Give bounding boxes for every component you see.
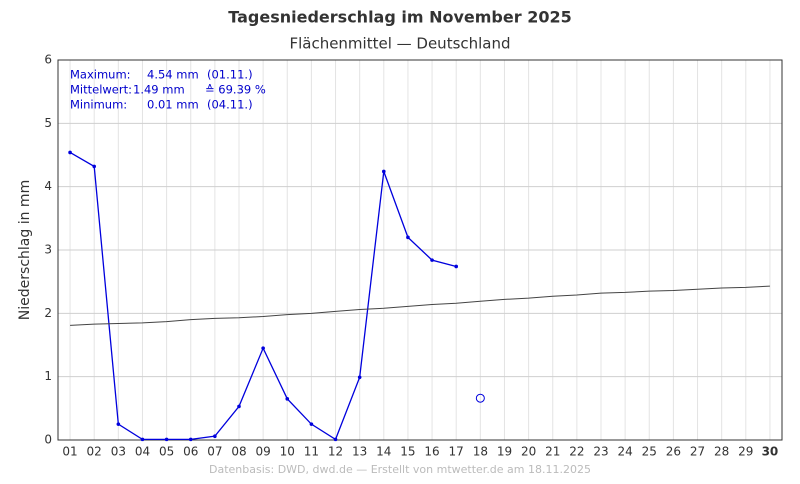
- point: [357, 375, 362, 380]
- point: [116, 422, 121, 426]
- x-tick-label: 21: [545, 445, 560, 459]
- annotation-label: Minimum:: [70, 98, 127, 112]
- point: [454, 264, 459, 269]
- annotation-label: Mittelwert:: [70, 83, 132, 97]
- annotation-extra: ≙ 69.39 %: [205, 83, 266, 97]
- x-tick-label: 13: [352, 445, 367, 459]
- y-tick-label: 3: [44, 243, 52, 257]
- y-tick-label: 6: [44, 53, 52, 67]
- y-tick-label: 4: [44, 179, 52, 193]
- annotation-value: 4.54 mm: [147, 68, 199, 82]
- x-tick-label: 05: [159, 445, 174, 459]
- x-tick-label: 11: [304, 445, 319, 459]
- point: [261, 346, 265, 350]
- point: [406, 235, 410, 240]
- x-tick-label: 08: [231, 445, 246, 459]
- y-tick-label: 0: [44, 433, 52, 447]
- point: [285, 397, 290, 401]
- x-tick-label: 10: [280, 445, 295, 459]
- point: [140, 437, 145, 442]
- x-tick-label: 01: [62, 445, 77, 459]
- annotation-extra: (01.11.): [207, 68, 253, 82]
- x-tick-label: 28: [714, 445, 729, 459]
- chart-subtitle: Flächenmittel — Deutschland: [289, 35, 510, 53]
- x-tick-label: 15: [400, 445, 415, 459]
- x-tick-label: 22: [569, 445, 584, 459]
- x-tick-label: 04: [135, 445, 150, 459]
- annotation-label: Maximum:: [70, 68, 131, 82]
- chart-title: Tagesniederschlag im November 2025: [228, 8, 571, 27]
- x-tick-label: 20: [521, 445, 536, 459]
- point: [430, 258, 434, 262]
- x-tick-label: 24: [617, 445, 632, 459]
- x-tick-label: 02: [87, 445, 102, 459]
- x-tick-label: 23: [593, 445, 608, 459]
- point: [164, 437, 169, 442]
- x-tick-label: 18: [473, 445, 488, 459]
- point: [309, 422, 314, 426]
- annotation-value: 1.49 mm: [133, 83, 185, 97]
- footer: Datenbasis: DWD, dwd.de — Erstellt von m…: [209, 463, 591, 476]
- y-tick-label: 5: [44, 116, 52, 130]
- x-tick-label: 19: [497, 445, 512, 459]
- annotation-value: 0.01 mm: [147, 98, 199, 112]
- point: [188, 437, 193, 442]
- x-tick-label: 16: [424, 445, 439, 459]
- point: [92, 164, 96, 169]
- point: [333, 437, 338, 442]
- x-tick-label: 07: [207, 445, 222, 459]
- x-tick-label: 17: [449, 445, 464, 459]
- x-tick-label: 09: [255, 445, 270, 459]
- x-tick-label: 27: [690, 445, 705, 459]
- x-tick-label: 03: [111, 445, 126, 459]
- y-axis-label: Niederschlag in mm: [17, 180, 33, 320]
- x-tick-label: 12: [328, 445, 343, 459]
- x-tick-label: 29: [738, 445, 753, 459]
- x-tick-label: 30: [762, 445, 779, 459]
- y-tick-label: 1: [44, 369, 52, 383]
- point: [237, 404, 241, 409]
- plot-frame: [57, 59, 783, 441]
- point: [382, 169, 386, 174]
- series-line: [70, 285, 770, 326]
- point: [68, 150, 72, 155]
- marker: [475, 393, 485, 403]
- point: [213, 434, 217, 439]
- x-tick-label: 14: [376, 445, 391, 459]
- x-tick-label: 06: [183, 445, 198, 459]
- y-tick-label: 2: [44, 306, 52, 320]
- annotation-extra: (04.11.): [207, 98, 253, 112]
- x-tick-label: 26: [666, 445, 681, 459]
- x-tick-label: 25: [642, 445, 657, 459]
